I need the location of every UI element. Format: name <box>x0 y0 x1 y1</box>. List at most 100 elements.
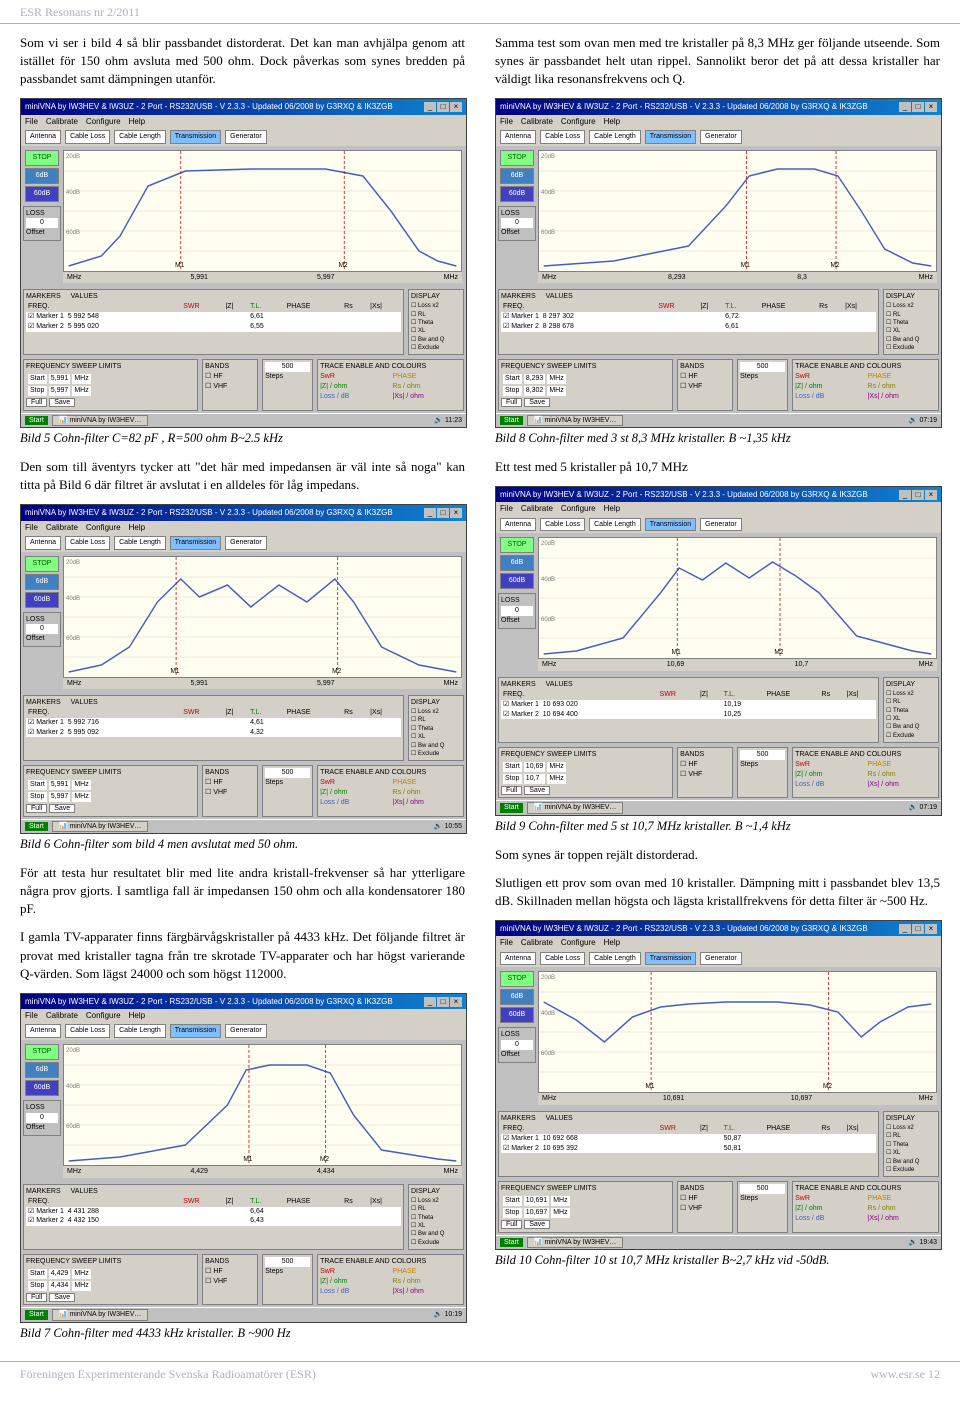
menu-configure[interactable]: Configure <box>86 523 121 532</box>
display-option[interactable]: ☐ Loss x2 <box>886 690 936 698</box>
hf-option[interactable]: ☐ HF <box>680 1194 730 1204</box>
display-option[interactable]: ☐ Bw and Q <box>886 723 936 731</box>
full-button[interactable]: Full <box>501 1220 522 1229</box>
save-button[interactable]: Save <box>524 398 550 407</box>
display-option[interactable]: ☐ Exclude <box>411 750 461 758</box>
toolbar-antenna[interactable]: Antenna <box>500 952 536 966</box>
display-option[interactable]: ☐ RL <box>411 716 461 724</box>
toolbar-transmission[interactable]: Transmission <box>645 952 696 966</box>
display-option[interactable]: ☐ Theta <box>411 319 461 327</box>
hf-option[interactable]: ☐ HF <box>205 1267 255 1277</box>
minimize-button[interactable]: _ <box>899 490 911 500</box>
trace-option[interactable]: Rs / ohm <box>393 382 461 392</box>
trace-option[interactable]: SwR <box>795 760 863 770</box>
menu-help[interactable]: Help <box>604 504 620 513</box>
full-button[interactable]: Full <box>26 1293 47 1302</box>
vhf-option[interactable]: ☐ VHF <box>680 382 730 392</box>
trace-option[interactable]: PHASE <box>868 760 936 770</box>
full-button[interactable]: Full <box>501 786 522 795</box>
save-button[interactable]: Save <box>524 786 550 795</box>
display-option[interactable]: ☐ Exclude <box>411 344 461 352</box>
stop-button[interactable]: STOP <box>25 1044 59 1060</box>
side-button[interactable]: 6dB <box>500 989 534 1005</box>
trace-option[interactable]: Rs / ohm <box>868 1204 936 1214</box>
vhf-option[interactable]: ☐ VHF <box>205 788 255 798</box>
steps-value[interactable]: 500 <box>740 362 785 372</box>
display-option[interactable]: ☐ XL <box>886 715 936 723</box>
side-button[interactable]: 60dB <box>500 573 534 589</box>
stop-value[interactable]: 8,302 <box>524 386 546 396</box>
taskbar-app[interactable]: 📊 miniVNA by IW3HEV… <box>527 802 624 814</box>
menu-calibrate[interactable]: Calibrate <box>521 117 553 126</box>
display-option[interactable]: ☐ Exclude <box>886 732 936 740</box>
maximize-button[interactable]: □ <box>912 102 924 112</box>
trace-option[interactable]: Rs / ohm <box>393 788 461 798</box>
trace-option[interactable]: |Xs| / ohm <box>868 392 936 402</box>
taskbar-app[interactable]: 📊 miniVNA by IW3HEV… <box>52 1309 149 1321</box>
full-button[interactable]: Full <box>26 804 47 813</box>
minimize-button[interactable]: _ <box>424 102 436 112</box>
trace-option[interactable]: |Z| / ohm <box>795 770 863 780</box>
stop-button[interactable]: STOP <box>25 150 59 166</box>
display-option[interactable]: ☐ XL <box>411 327 461 335</box>
toolbar-cable-loss[interactable]: Cable Loss <box>540 518 585 532</box>
close-button[interactable]: × <box>925 924 937 934</box>
toolbar-generator[interactable]: Generator <box>225 1024 267 1038</box>
full-button[interactable]: Full <box>26 398 47 407</box>
close-button[interactable]: × <box>450 508 462 518</box>
trace-option[interactable]: Loss / dB <box>795 1214 863 1224</box>
display-option[interactable]: ☐ Bw and Q <box>411 1230 461 1238</box>
trace-option[interactable]: Rs / ohm <box>868 382 936 392</box>
save-button[interactable]: Save <box>49 804 75 813</box>
toolbar-cable-length[interactable]: Cable Length <box>114 1024 166 1038</box>
display-option[interactable]: ☐ Theta <box>886 707 936 715</box>
display-option[interactable]: ☐ Exclude <box>886 1166 936 1174</box>
trace-option[interactable]: PHASE <box>393 1267 461 1277</box>
toolbar-cable-length[interactable]: Cable Length <box>114 536 166 550</box>
menu-help[interactable]: Help <box>129 1011 145 1020</box>
taskbar-app[interactable]: 📊 miniVNA by IW3HEV… <box>52 415 149 427</box>
trace-option[interactable]: |Z| / ohm <box>795 382 863 392</box>
steps-value[interactable]: 500 <box>740 1184 785 1194</box>
toolbar-antenna[interactable]: Antenna <box>25 1024 61 1038</box>
side-button[interactable]: 6dB <box>500 168 534 184</box>
vhf-option[interactable]: ☐ VHF <box>680 770 730 780</box>
stop-value[interactable]: 10,7 <box>524 774 546 784</box>
toolbar-transmission[interactable]: Transmission <box>170 536 221 550</box>
display-option[interactable]: ☐ XL <box>411 1222 461 1230</box>
start-button[interactable]: Start <box>25 1310 48 1320</box>
stop-button[interactable]: STOP <box>500 537 534 553</box>
menu-help[interactable]: Help <box>604 938 620 947</box>
start-button[interactable]: Start <box>25 822 48 832</box>
display-option[interactable]: ☐ Loss x2 <box>886 1124 936 1132</box>
display-option[interactable]: ☐ Loss x2 <box>411 708 461 716</box>
toolbar-cable-length[interactable]: Cable Length <box>589 518 641 532</box>
save-button[interactable]: Save <box>49 1293 75 1302</box>
display-option[interactable]: ☐ Bw and Q <box>886 336 936 344</box>
display-option[interactable]: ☐ Theta <box>886 319 936 327</box>
trace-option[interactable]: Loss / dB <box>795 392 863 402</box>
steps-value[interactable]: 500 <box>265 1257 310 1267</box>
hf-option[interactable]: ☐ HF <box>205 778 255 788</box>
menu-help[interactable]: Help <box>129 117 145 126</box>
start-button[interactable]: Start <box>500 803 523 813</box>
taskbar-app[interactable]: 📊 miniVNA by IW3HEV… <box>527 415 624 427</box>
start-button[interactable]: Start <box>500 416 523 426</box>
stop-value[interactable]: 10,697 <box>524 1208 549 1218</box>
toolbar-antenna[interactable]: Antenna <box>25 130 61 144</box>
display-option[interactable]: ☐ Loss x2 <box>886 302 936 310</box>
menu-configure[interactable]: Configure <box>561 938 596 947</box>
menu-calibrate[interactable]: Calibrate <box>46 523 78 532</box>
display-option[interactable]: ☐ RL <box>411 311 461 319</box>
menu-calibrate[interactable]: Calibrate <box>521 938 553 947</box>
hf-option[interactable]: ☐ HF <box>205 372 255 382</box>
toolbar-generator[interactable]: Generator <box>225 536 267 550</box>
maximize-button[interactable]: □ <box>437 102 449 112</box>
toolbar-cable-loss[interactable]: Cable Loss <box>65 536 110 550</box>
taskbar-app[interactable]: 📊 miniVNA by IW3HEV… <box>527 1237 624 1249</box>
display-option[interactable]: ☐ Bw and Q <box>411 742 461 750</box>
display-option[interactable]: ☐ Theta <box>886 1141 936 1149</box>
display-option[interactable]: ☐ Theta <box>411 725 461 733</box>
side-button[interactable]: 60dB <box>25 1080 59 1096</box>
trace-option[interactable]: |Z| / ohm <box>320 788 388 798</box>
